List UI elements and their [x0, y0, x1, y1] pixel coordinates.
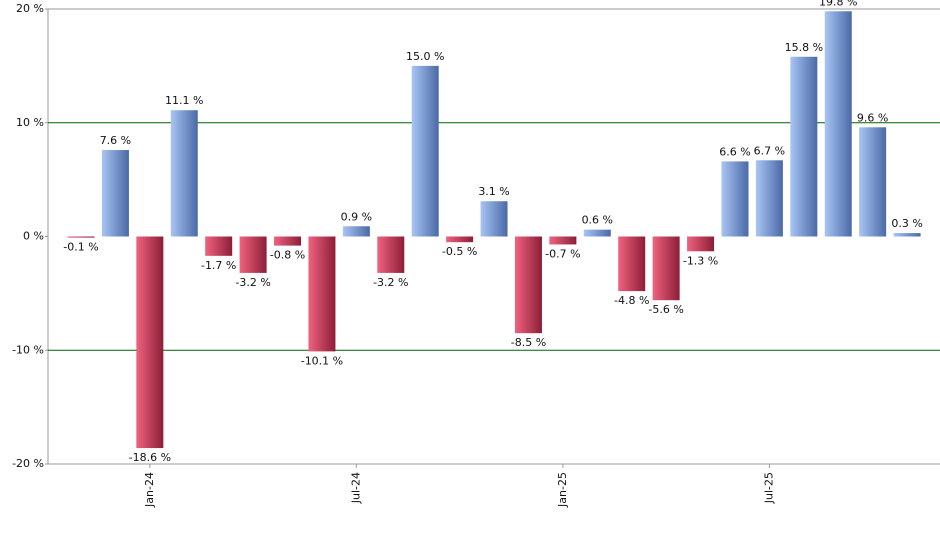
bar — [721, 161, 749, 237]
bar — [170, 110, 198, 237]
y-tick-label: 20 % — [16, 2, 44, 15]
bar — [274, 236, 302, 246]
value-label: 9.6 % — [857, 111, 888, 124]
bar — [136, 236, 164, 449]
x-tick-label: Jul-24 — [349, 472, 362, 504]
value-label: -5.6 % — [648, 303, 683, 316]
value-label: 7.6 % — [100, 134, 131, 147]
bar — [411, 65, 439, 237]
bar — [549, 236, 577, 245]
value-label: -3.2 % — [235, 276, 270, 289]
value-label: -1.3 % — [683, 254, 718, 267]
bar — [377, 236, 405, 273]
bar — [446, 236, 474, 243]
bar — [790, 56, 818, 237]
value-label: 0.9 % — [341, 210, 372, 223]
value-label: -3.2 % — [373, 276, 408, 289]
bar — [480, 201, 508, 237]
bar — [824, 11, 852, 237]
value-label: -0.5 % — [442, 245, 477, 258]
value-label: 6.7 % — [754, 144, 785, 157]
bar — [308, 236, 336, 352]
value-label: 0.3 % — [891, 217, 922, 230]
bar — [687, 236, 715, 252]
bar — [583, 229, 611, 237]
bar — [893, 233, 921, 237]
value-label: 19.8 % — [819, 0, 857, 8]
value-label: -0.8 % — [270, 249, 305, 262]
bar — [342, 226, 370, 237]
value-label: -0.7 % — [545, 247, 580, 260]
x-tick-label: Jul-25 — [762, 472, 775, 504]
value-label: 15.0 % — [406, 50, 444, 63]
bar — [101, 150, 129, 237]
value-label: -10.1 % — [301, 354, 343, 367]
y-tick-label: 0 % — [23, 230, 44, 243]
value-label: 6.6 % — [719, 145, 750, 158]
bar — [652, 236, 680, 301]
bar — [239, 236, 267, 273]
value-label: 11.1 % — [165, 94, 203, 107]
y-tick-label: -10 % — [12, 343, 44, 356]
bar — [514, 236, 542, 334]
value-label: 15.8 % — [785, 41, 823, 54]
value-label: -4.8 % — [614, 294, 649, 307]
y-tick-label: -20 % — [12, 457, 44, 470]
x-tick-label: Jan-25 — [556, 472, 569, 508]
bar — [67, 236, 95, 238]
bar — [618, 236, 646, 292]
value-label: -18.6 % — [129, 451, 171, 464]
value-label: 3.1 % — [478, 185, 509, 198]
value-label: -0.1 % — [63, 241, 98, 254]
value-label: -1.7 % — [201, 259, 236, 272]
bar — [205, 236, 233, 256]
y-tick-label: 10 % — [16, 116, 44, 129]
bar — [859, 127, 887, 237]
bar — [755, 160, 783, 237]
value-label: -8.5 % — [511, 336, 546, 349]
x-tick-label: Jan-24 — [143, 472, 156, 508]
value-label: 0.6 % — [582, 214, 613, 227]
